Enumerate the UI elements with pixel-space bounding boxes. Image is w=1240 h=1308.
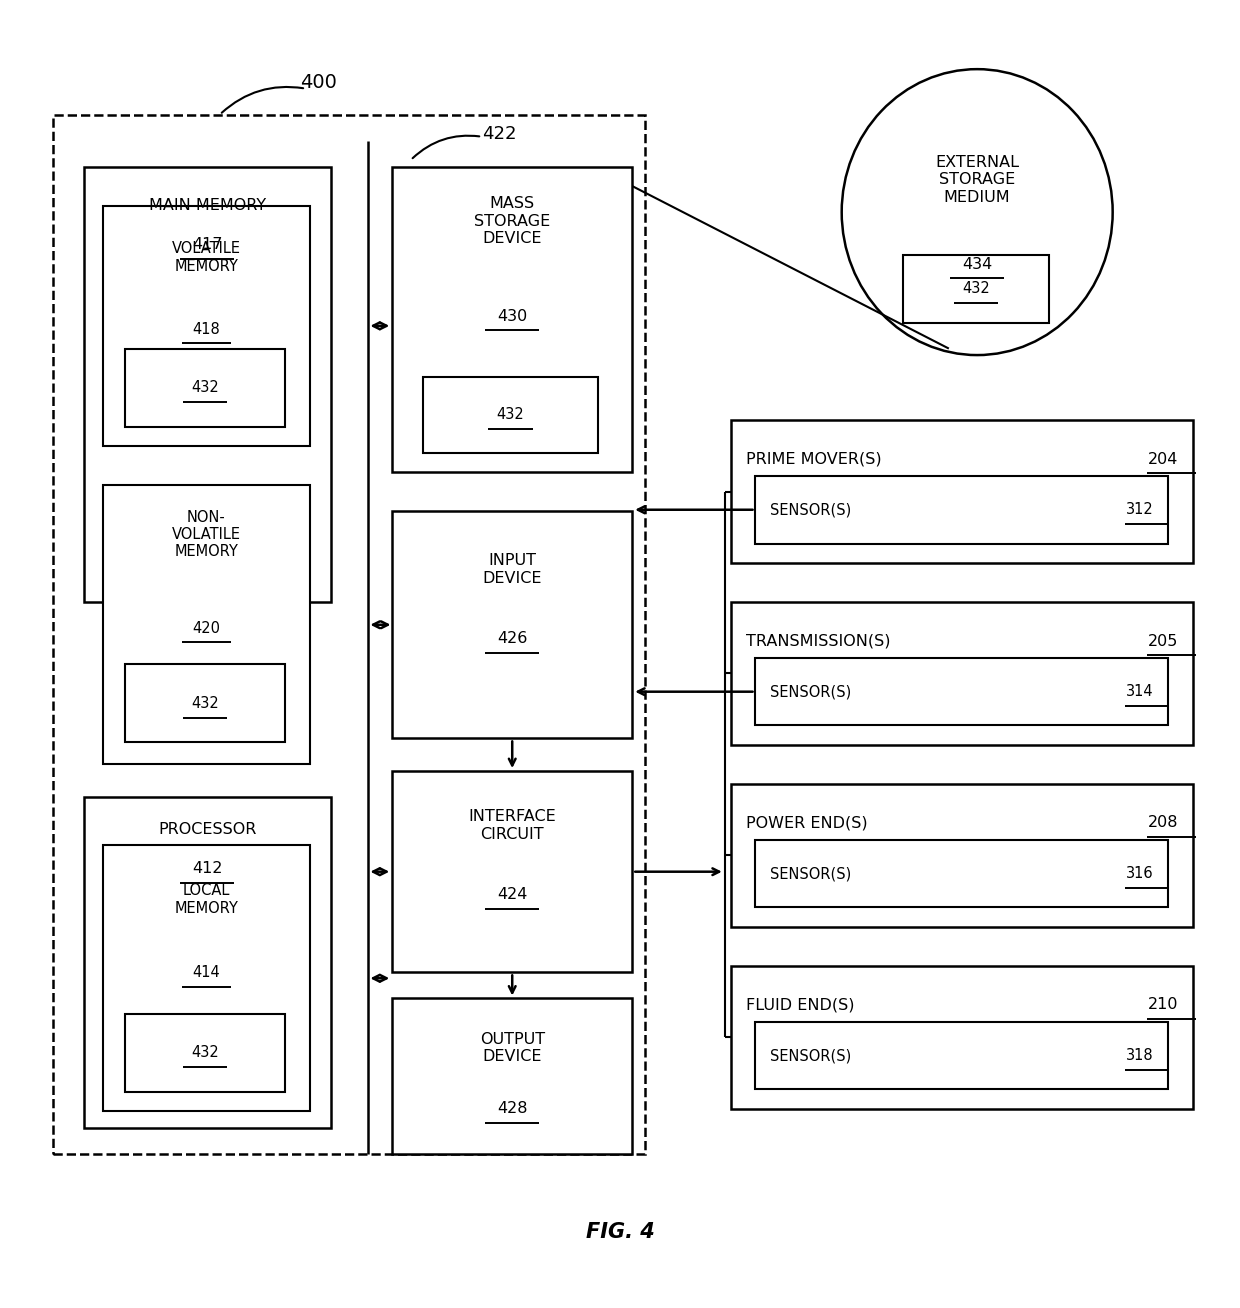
Text: 432: 432 [191, 1045, 218, 1061]
Text: 318: 318 [1126, 1048, 1153, 1063]
Bar [84, 797, 331, 1129]
Bar [392, 770, 632, 972]
Text: FLUID END(S): FLUID END(S) [745, 998, 854, 1012]
Text: OUTPUT
DEVICE: OUTPUT DEVICE [480, 1032, 544, 1063]
Text: SENSOR(S): SENSOR(S) [770, 502, 852, 517]
Bar [103, 845, 310, 1112]
Text: POWER END(S): POWER END(S) [745, 815, 867, 831]
Text: 210: 210 [1147, 998, 1178, 1012]
Text: PROCESSOR: PROCESSOR [159, 821, 257, 837]
Text: 316: 316 [1126, 866, 1153, 882]
Text: PRIME MOVER(S): PRIME MOVER(S) [745, 451, 882, 467]
Text: 312: 312 [1126, 502, 1153, 517]
Text: 205: 205 [1147, 633, 1178, 649]
Text: 314: 314 [1126, 684, 1153, 700]
Bar [755, 1022, 1168, 1090]
Text: 432: 432 [191, 696, 218, 710]
Circle shape [842, 69, 1112, 354]
Bar [730, 602, 1193, 746]
Bar [53, 115, 645, 1155]
Text: 426: 426 [497, 630, 527, 646]
Bar [84, 166, 331, 602]
Bar [125, 348, 285, 426]
Text: FIG. 4: FIG. 4 [585, 1223, 655, 1243]
Bar [103, 205, 310, 446]
Text: SENSOR(S): SENSOR(S) [770, 1048, 852, 1063]
Text: 432: 432 [962, 281, 990, 297]
Text: 204: 204 [1147, 451, 1178, 467]
Bar [755, 840, 1168, 908]
Bar [392, 166, 632, 472]
Text: 434: 434 [962, 256, 992, 272]
Text: 422: 422 [482, 126, 517, 143]
Text: LOCAL
MEMORY: LOCAL MEMORY [175, 883, 238, 916]
Bar [730, 420, 1193, 562]
Bar [423, 377, 598, 453]
Text: 430: 430 [497, 309, 527, 323]
Text: NON-
VOLATILE
MEMORY: NON- VOLATILE MEMORY [171, 510, 241, 560]
Text: EXTERNAL
STORAGE
MEDIUM: EXTERNAL STORAGE MEDIUM [935, 154, 1019, 204]
Bar [125, 664, 285, 743]
Text: 424: 424 [497, 887, 527, 903]
Bar [730, 965, 1193, 1109]
Text: SENSOR(S): SENSOR(S) [770, 684, 852, 700]
Text: 208: 208 [1147, 815, 1178, 831]
Text: 400: 400 [300, 73, 337, 92]
Bar [392, 511, 632, 739]
Bar [103, 485, 310, 764]
Text: SENSOR(S): SENSOR(S) [770, 866, 852, 882]
Text: TRANSMISSION(S): TRANSMISSION(S) [745, 633, 890, 649]
Text: INTERFACE
CIRCUIT: INTERFACE CIRCUIT [469, 810, 556, 842]
Text: 414: 414 [192, 965, 219, 980]
Text: 418: 418 [192, 322, 219, 336]
Text: 432: 432 [191, 381, 218, 395]
Bar [903, 255, 1049, 323]
Text: 428: 428 [497, 1101, 527, 1117]
Text: 432: 432 [496, 407, 525, 422]
Text: 420: 420 [192, 620, 221, 636]
Bar [125, 1014, 285, 1092]
Text: 412: 412 [192, 861, 223, 876]
Bar [730, 783, 1193, 927]
Bar [755, 658, 1168, 726]
Text: 417: 417 [192, 237, 223, 252]
Text: INPUT
DEVICE: INPUT DEVICE [482, 553, 542, 586]
Text: MAIN MEMORY: MAIN MEMORY [149, 198, 265, 213]
Text: MASS
STORAGE
DEVICE: MASS STORAGE DEVICE [474, 196, 551, 246]
Text: VOLATILE
MEMORY: VOLATILE MEMORY [171, 242, 241, 273]
Bar [755, 476, 1168, 544]
Bar [392, 998, 632, 1155]
